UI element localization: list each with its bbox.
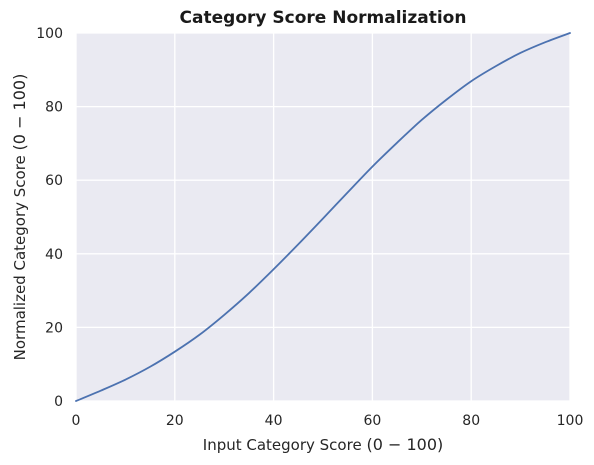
x-tick-label: 40 [265,413,283,429]
x-tick-label: 60 [363,413,381,429]
y-tick-label: 100 [36,26,63,42]
x-tick-labels: 0 20 40 60 80 100 [72,413,584,429]
plot-background [76,33,570,401]
series-line [75,32,571,402]
y-axis-label: Normalized Category Score (0 − 100) [10,74,29,361]
x-axis-label: Input Category Score (0 − 100) [203,435,443,454]
chart-title: Category Score Normalization [180,8,467,28]
y-tick-label: 0 [54,394,63,410]
y-tick-label: 20 [45,320,63,336]
grid-lines [75,32,571,402]
series-layer [75,32,571,402]
y-tick-label: 80 [45,100,63,116]
y-tick-label: 60 [45,173,63,189]
x-tick-label: 0 [72,413,81,429]
x-tick-label: 20 [166,413,184,429]
x-tick-label: 80 [462,413,480,429]
y-tick-label: 40 [45,247,63,263]
y-tick-labels: 0 20 40 60 80 100 [36,26,63,410]
x-tick-label: 100 [557,413,584,429]
